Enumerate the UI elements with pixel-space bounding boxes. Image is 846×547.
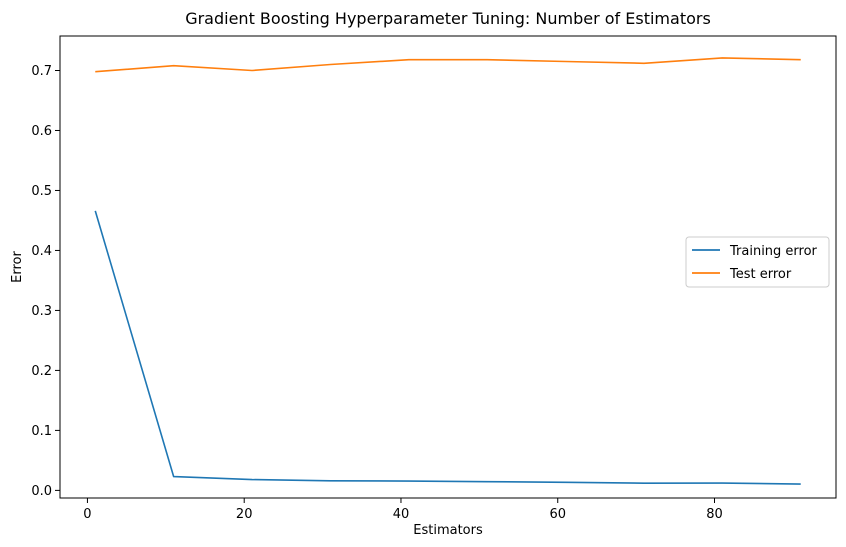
y-tick-label: 0.1 (31, 424, 52, 439)
legend-label-test-error: Test error (729, 267, 792, 282)
x-tick-label: 0 (83, 507, 91, 522)
legend: Training error Test error (685, 236, 830, 288)
y-tick-label: 0.7 (31, 64, 52, 79)
x-axis: 0 20 40 60 80 (83, 498, 723, 522)
x-tick-label: 40 (393, 507, 410, 522)
y-tick-label: 0.3 (31, 304, 52, 319)
y-tick-label: 0.0 (31, 484, 52, 499)
x-tick-label: 20 (236, 507, 253, 522)
plot-area (94, 57, 801, 485)
plot-frame (59, 35, 837, 499)
x-tick-label: 80 (706, 507, 723, 522)
x-axis-title: Estimators (413, 523, 483, 538)
series-line-training-error (94, 210, 801, 485)
y-axis-title: Error (10, 251, 25, 283)
y-tick-label: 0.6 (31, 124, 52, 139)
chart-title: Gradient Boosting Hyperparameter Tuning:… (185, 9, 711, 28)
series-line-test-error (95, 57, 801, 73)
y-axis: 0.0 0.1 0.2 0.3 0.4 0.5 0.6 0.7 (31, 64, 60, 499)
y-tick-label: 0.4 (31, 244, 52, 259)
y-tick-label: 0.5 (31, 184, 52, 199)
y-tick-label: 0.2 (31, 364, 52, 379)
x-tick-label: 60 (549, 507, 566, 522)
legend-box (685, 236, 830, 288)
legend-label-training-error: Training error (729, 244, 818, 259)
